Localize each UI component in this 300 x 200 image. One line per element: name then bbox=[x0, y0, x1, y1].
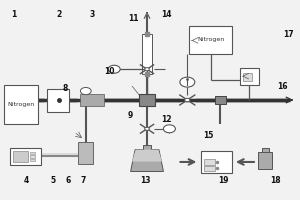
Text: 15: 15 bbox=[203, 131, 213, 140]
Text: 10: 10 bbox=[104, 67, 115, 76]
Bar bbox=[262, 148, 268, 152]
Text: 1: 1 bbox=[11, 10, 17, 19]
Bar bbox=[30, 152, 35, 154]
Bar bbox=[215, 96, 226, 104]
Text: 8: 8 bbox=[62, 84, 68, 93]
Bar bbox=[78, 142, 93, 164]
Text: 6: 6 bbox=[65, 176, 70, 185]
Bar bbox=[240, 68, 259, 85]
Bar bbox=[30, 155, 35, 158]
Text: 16: 16 bbox=[278, 82, 288, 91]
Bar bbox=[80, 94, 104, 106]
Text: 9: 9 bbox=[128, 111, 133, 120]
Bar bbox=[139, 94, 155, 106]
Circle shape bbox=[164, 125, 175, 133]
Text: 14: 14 bbox=[161, 10, 172, 19]
Text: 18: 18 bbox=[270, 176, 281, 185]
Bar bbox=[201, 151, 232, 173]
Bar bbox=[243, 73, 252, 81]
Circle shape bbox=[145, 127, 149, 130]
Text: 13: 13 bbox=[140, 176, 151, 185]
Text: 7: 7 bbox=[80, 176, 86, 185]
Text: 12: 12 bbox=[161, 115, 172, 124]
Text: 2: 2 bbox=[56, 10, 61, 19]
Bar bbox=[143, 145, 151, 150]
Bar bbox=[4, 85, 38, 124]
Bar bbox=[204, 166, 215, 171]
Bar bbox=[142, 34, 152, 74]
Polygon shape bbox=[130, 150, 164, 171]
Text: 19: 19 bbox=[218, 176, 228, 185]
Circle shape bbox=[185, 98, 190, 102]
Circle shape bbox=[80, 87, 91, 95]
Bar bbox=[204, 159, 215, 165]
Bar bbox=[258, 152, 272, 169]
Bar bbox=[189, 26, 232, 54]
Text: 5: 5 bbox=[50, 176, 56, 185]
Polygon shape bbox=[132, 150, 162, 162]
Text: 3: 3 bbox=[89, 10, 94, 19]
Text: Nitrogen: Nitrogen bbox=[197, 37, 224, 42]
Text: Nitrogen: Nitrogen bbox=[7, 102, 34, 107]
Circle shape bbox=[145, 68, 149, 71]
Bar bbox=[47, 89, 69, 112]
Circle shape bbox=[108, 65, 120, 73]
Text: 17: 17 bbox=[284, 30, 294, 39]
Bar bbox=[10, 148, 41, 165]
Bar bbox=[13, 151, 28, 162]
Text: 4: 4 bbox=[23, 176, 29, 185]
Bar bbox=[30, 159, 35, 161]
Text: 11: 11 bbox=[128, 14, 139, 23]
Circle shape bbox=[180, 77, 195, 87]
